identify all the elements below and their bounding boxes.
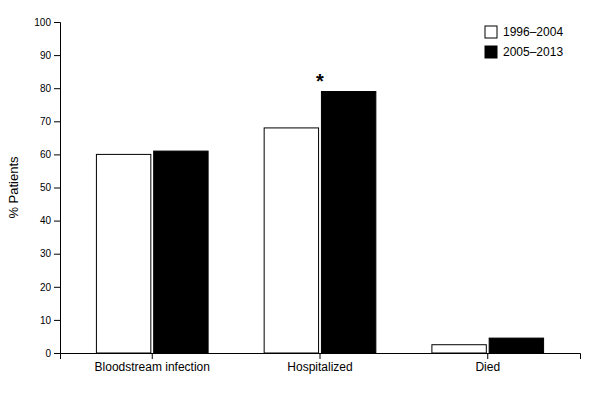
legend: 1996–2004 2005–2013 — [485, 25, 563, 59]
y-tick-label: 20 — [40, 282, 52, 293]
y-tick: 0 — [45, 348, 60, 359]
x-axis: Bloodstream infection Hospitalized Died — [61, 353, 581, 374]
y-tick-label: 40 — [40, 215, 52, 226]
bar — [96, 154, 150, 353]
y-tick-mark — [54, 154, 60, 155]
x-tick-mark — [152, 353, 153, 359]
x-axis-line — [61, 354, 581, 360]
plot-area: 0 10 20 30 40 50 60 70 80 90 100 Bloodstream infect… — [6, 17, 581, 374]
annotation: * — [316, 70, 324, 92]
chart-container: 0 10 20 30 40 50 60 70 80 90 100 Bloodstream infect… — [0, 0, 600, 393]
x-tick-label: Hospitalized — [287, 360, 352, 374]
y-tick-mark — [54, 22, 60, 23]
y-axis-title: % Patients — [6, 156, 21, 219]
x-tick-label: Bloodstream infection — [95, 360, 210, 374]
y-tick: 100 — [34, 17, 60, 28]
bar — [321, 92, 375, 353]
legend-swatch — [485, 26, 497, 38]
legend-swatch — [485, 46, 497, 58]
y-tick-mark — [54, 320, 60, 321]
y-tick-mark — [54, 254, 60, 255]
y-tick: 40 — [40, 215, 60, 226]
bar — [432, 345, 486, 353]
y-tick: 30 — [40, 248, 60, 259]
legend-item: 1996–2004 — [485, 25, 563, 39]
bars — [96, 92, 543, 353]
y-tick-mark — [54, 121, 60, 122]
x-tick: Bloodstream infection — [95, 353, 210, 374]
y-tick-mark — [54, 55, 60, 56]
bar — [264, 128, 318, 353]
y-tick: 60 — [40, 149, 60, 160]
x-tick: Hospitalized — [287, 353, 352, 374]
y-tick-label: 100 — [34, 17, 51, 28]
bar-series — [96, 128, 486, 353]
legend-item: 2005–2013 — [485, 45, 563, 59]
y-tick-mark — [54, 88, 60, 89]
legend-label: 1996–2004 — [503, 25, 563, 39]
y-tick-label: 70 — [40, 116, 52, 127]
chart-svg: 0 10 20 30 40 50 60 70 80 90 100 Bloodstream infect… — [0, 0, 600, 393]
x-tick-mark — [487, 353, 488, 359]
y-tick-label: 90 — [40, 50, 52, 61]
y-tick: 70 — [40, 116, 60, 127]
y-tick: 80 — [40, 83, 60, 94]
y-axis-line — [54, 23, 61, 354]
y-tick-mark — [54, 353, 60, 354]
y-tick: 90 — [40, 50, 60, 61]
y-tick-label: 50 — [40, 182, 52, 193]
y-tick-label: 0 — [45, 348, 51, 359]
bar — [154, 151, 208, 353]
y-tick: 50 — [40, 182, 60, 193]
bar-series — [154, 92, 544, 353]
y-tick-label: 10 — [40, 315, 52, 326]
legend-label: 2005–2013 — [503, 45, 563, 59]
bar — [489, 338, 543, 353]
y-tick-label: 80 — [40, 83, 52, 94]
x-tick-label: Died — [475, 360, 500, 374]
y-tick-mark — [54, 188, 60, 189]
y-tick-label: 60 — [40, 149, 52, 160]
y-tick-label: 30 — [40, 248, 52, 259]
y-tick: 20 — [40, 282, 60, 293]
y-tick: 10 — [40, 315, 60, 326]
y-tick-mark — [54, 221, 60, 222]
x-tick: Died — [475, 353, 500, 374]
x-tick-mark — [320, 353, 321, 359]
y-tick-mark — [54, 287, 60, 288]
y-axis: 0 10 20 30 40 50 60 70 80 90 100 — [34, 17, 60, 359]
